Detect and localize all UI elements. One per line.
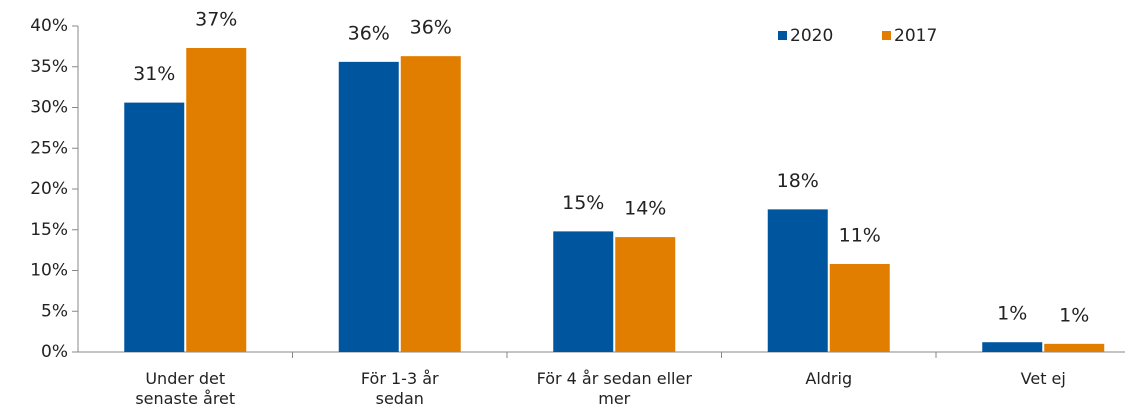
- y-tick-label: 5%: [41, 301, 68, 321]
- value-label: 36%: [410, 17, 452, 39]
- value-label: 11%: [839, 224, 881, 246]
- x-tick-label: Vet ej: [1020, 369, 1066, 388]
- x-tick-label: För 1-3 år sedan: [360, 369, 439, 408]
- legend-swatch: [778, 31, 787, 40]
- bar: [615, 237, 676, 352]
- bar: [982, 342, 1043, 352]
- y-tick-label: 30%: [30, 98, 68, 118]
- x-tick-label: Aldrig: [805, 369, 853, 388]
- y-tick-label: 40%: [30, 16, 68, 36]
- y-tick-label: 15%: [30, 220, 68, 240]
- value-label: 37%: [195, 9, 237, 31]
- y-tick-label: 10%: [30, 261, 68, 281]
- y-tick-label: 25%: [30, 138, 68, 158]
- value-label: 14%: [624, 198, 666, 220]
- value-label: 18%: [777, 170, 819, 192]
- x-tick-label: För 4 år sedan eller mer: [536, 369, 692, 408]
- bar: [124, 102, 185, 352]
- y-tick-label: 35%: [30, 57, 68, 77]
- value-label: 36%: [348, 22, 390, 44]
- bar: [400, 56, 461, 352]
- value-label: 1%: [1059, 304, 1089, 326]
- y-tick-label: 20%: [30, 179, 68, 199]
- bar: [553, 231, 614, 352]
- legend-swatch: [882, 31, 891, 40]
- bar: [1044, 343, 1105, 352]
- legend-label: 2017: [894, 26, 937, 46]
- value-label: 15%: [562, 192, 604, 214]
- value-label: 31%: [133, 63, 175, 85]
- y-tick-label: 0%: [41, 342, 68, 362]
- x-tick-label: Under det senaste året: [135, 369, 236, 408]
- bar: [338, 61, 399, 353]
- bar: [186, 48, 247, 352]
- legend-label: 2020: [790, 26, 833, 46]
- value-label: 1%: [997, 303, 1027, 325]
- bar: [767, 209, 828, 352]
- bar: [829, 263, 890, 352]
